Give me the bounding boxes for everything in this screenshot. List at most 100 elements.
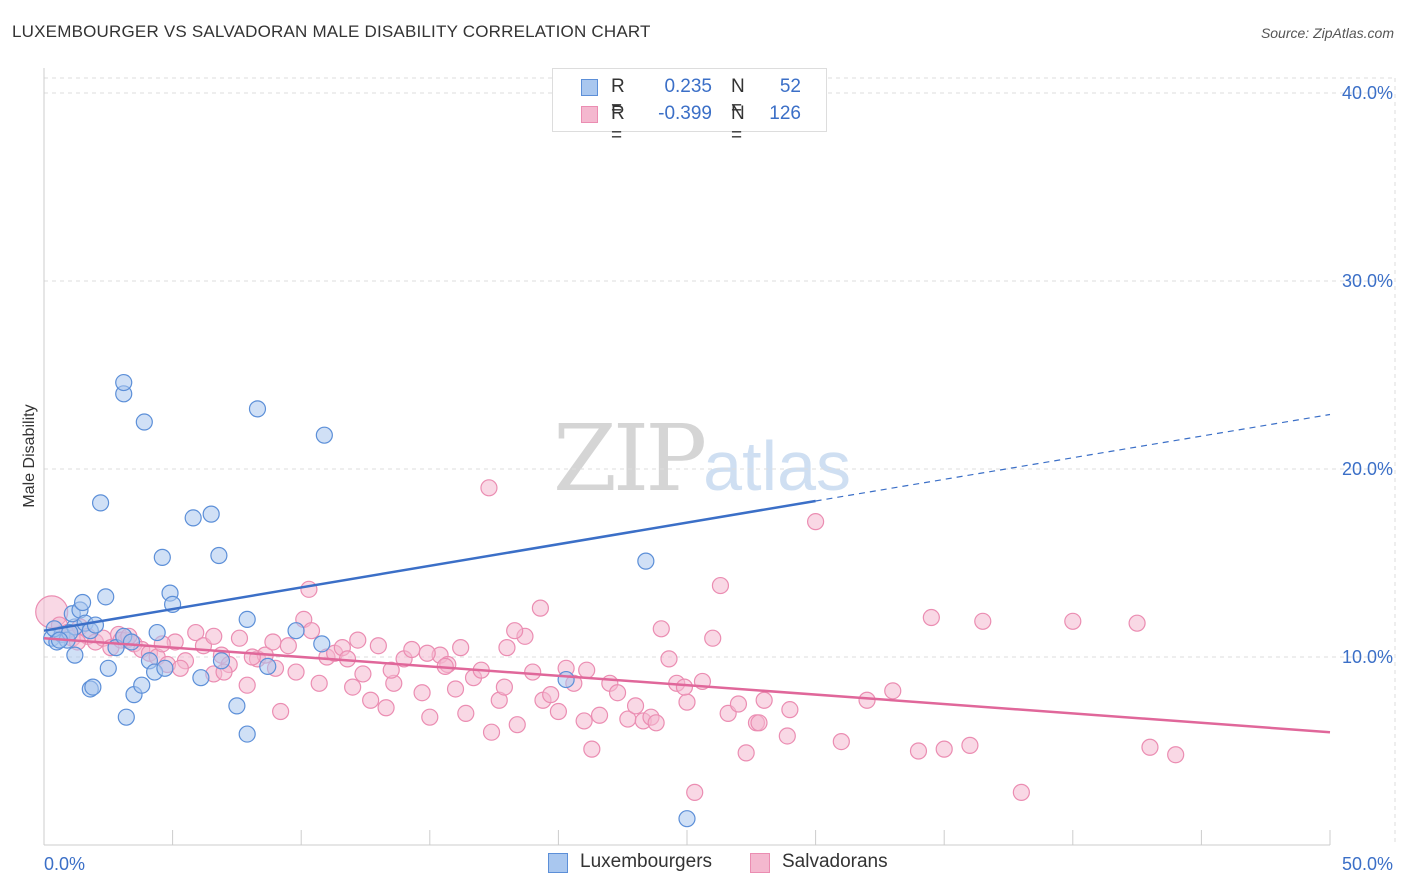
legend-swatch-luxembourgers [548, 853, 568, 873]
luxembourger-point [148, 623, 166, 642]
salvadoran-point [272, 702, 290, 721]
watermark: ZIPatlas [553, 405, 851, 512]
salvadoran-point [1128, 614, 1146, 632]
x-tick-label-max: 50.0% [1342, 854, 1393, 874]
legend-swatch-blue [581, 79, 598, 96]
legend-r-label: R = [611, 76, 625, 119]
salvadoran-point [452, 639, 470, 657]
luxembourger-point [287, 622, 305, 640]
luxembourgers-trend-extension [815, 413, 1331, 502]
salvadoran-point [1012, 783, 1030, 801]
luxembourger-point [238, 610, 256, 629]
salvadoran-point [961, 736, 979, 754]
salvadoran-point [626, 697, 645, 715]
salvadoran-point [524, 663, 542, 681]
luxembourger-point [156, 659, 174, 677]
salvadoran-point [279, 637, 297, 655]
salvadoran-point [302, 622, 321, 640]
salvadoran-point [287, 663, 305, 681]
y-tick-label: 30.0% [1342, 271, 1393, 291]
salvadoran-point [729, 695, 748, 713]
salvadoran-point [832, 733, 850, 751]
salvadoran-point [675, 678, 694, 696]
salvadoran-point [349, 631, 367, 649]
salvadoran-point [1167, 746, 1185, 764]
trend-lines [43, 413, 1331, 734]
salvadoran-point [446, 680, 465, 698]
salvadoran-point [457, 704, 475, 723]
salvadoran-point [806, 513, 825, 531]
luxembourger-point [259, 657, 277, 676]
luxembourger-point [637, 552, 655, 570]
salvadoran-point [264, 633, 282, 651]
salvadoran-point [578, 661, 596, 679]
salvadoran-point [884, 682, 902, 700]
salvadoran-point [310, 674, 328, 692]
luxembourger-point [117, 708, 135, 726]
luxembourger-point [84, 678, 102, 696]
salvadoran-point [413, 684, 431, 702]
legend-n-label: N = [731, 76, 745, 119]
salvadoran-point [418, 644, 436, 662]
luxembourger-point [66, 646, 84, 664]
y-tick-label: 40.0% [1342, 83, 1393, 103]
luxembourger-point [99, 659, 117, 677]
salvadoran-point [678, 693, 696, 711]
correlation-legend: R = 0.235 N = 52 R = -0.399 N = 126 [552, 68, 827, 146]
legend-swatch-salvadorans [750, 853, 770, 873]
legend-n-label: N = [731, 103, 745, 146]
salvadoran-point [531, 599, 549, 617]
legend-label-luxembourgers: Luxembourgers [580, 851, 713, 872]
salvadoran-point [382, 661, 400, 679]
salvadoran-point [362, 691, 380, 709]
salvadoran-point [608, 684, 627, 702]
salvadoran-point [935, 740, 953, 758]
y-tick-label: 20.0% [1342, 459, 1393, 479]
luxembourger-point [228, 697, 246, 715]
legend-n-value: 52 [779, 76, 801, 97]
salvadoran-point [922, 608, 940, 627]
salvadoran-point [542, 686, 560, 704]
salvadoran-point [171, 659, 189, 677]
x-tick-label-min: 0.0% [44, 854, 85, 874]
legend-label-salvadorans: Salvadorans [782, 851, 888, 872]
salvadoran-point [238, 676, 256, 694]
salvadoran-point [778, 727, 796, 745]
luxembourger-point [97, 588, 115, 606]
luxembourger-point [210, 546, 228, 565]
salvadoran-point [737, 744, 755, 762]
legend-r-value: 0.235 [664, 76, 712, 97]
luxembourger-point [153, 548, 171, 566]
axes [43, 68, 1331, 846]
tick-labels: 10.0% 20.0% 30.0% 40.0% 0.0% 50.0% [44, 83, 1393, 874]
luxembourger-point [133, 676, 151, 694]
salvadoran-point [686, 783, 704, 801]
salvadoran-point [508, 716, 526, 734]
salvadoran-point [344, 678, 362, 696]
watermark-atlas: atlas [703, 427, 852, 505]
y-tick-label: 10.0% [1342, 647, 1393, 667]
luxembourger-point [557, 670, 575, 689]
salvadoran-point [781, 701, 799, 719]
salvadoran-point [647, 714, 665, 732]
salvadoran-point [549, 702, 568, 721]
luxembourger-point [91, 494, 110, 512]
salvadoran-point [243, 648, 261, 666]
salvadoran-point [858, 691, 876, 709]
luxembourgers-points [43, 373, 696, 828]
luxembourger-point [238, 725, 256, 743]
salvadoran-point [498, 639, 516, 657]
salvadorans-points [35, 479, 1185, 801]
salvadoran-point [482, 723, 501, 741]
salvadoran-point [403, 640, 421, 659]
salvadoran-point [660, 650, 678, 668]
source-label: Source: ZipAtlas.com [1260, 25, 1394, 41]
salvadoran-point [506, 622, 524, 640]
salvadoran-point [583, 740, 601, 758]
salvadoran-point [230, 629, 249, 647]
luxembourger-point [135, 413, 153, 431]
salvadoran-point [369, 637, 387, 655]
salvadoran-point [974, 612, 992, 630]
salvadoran-point [1141, 738, 1159, 756]
